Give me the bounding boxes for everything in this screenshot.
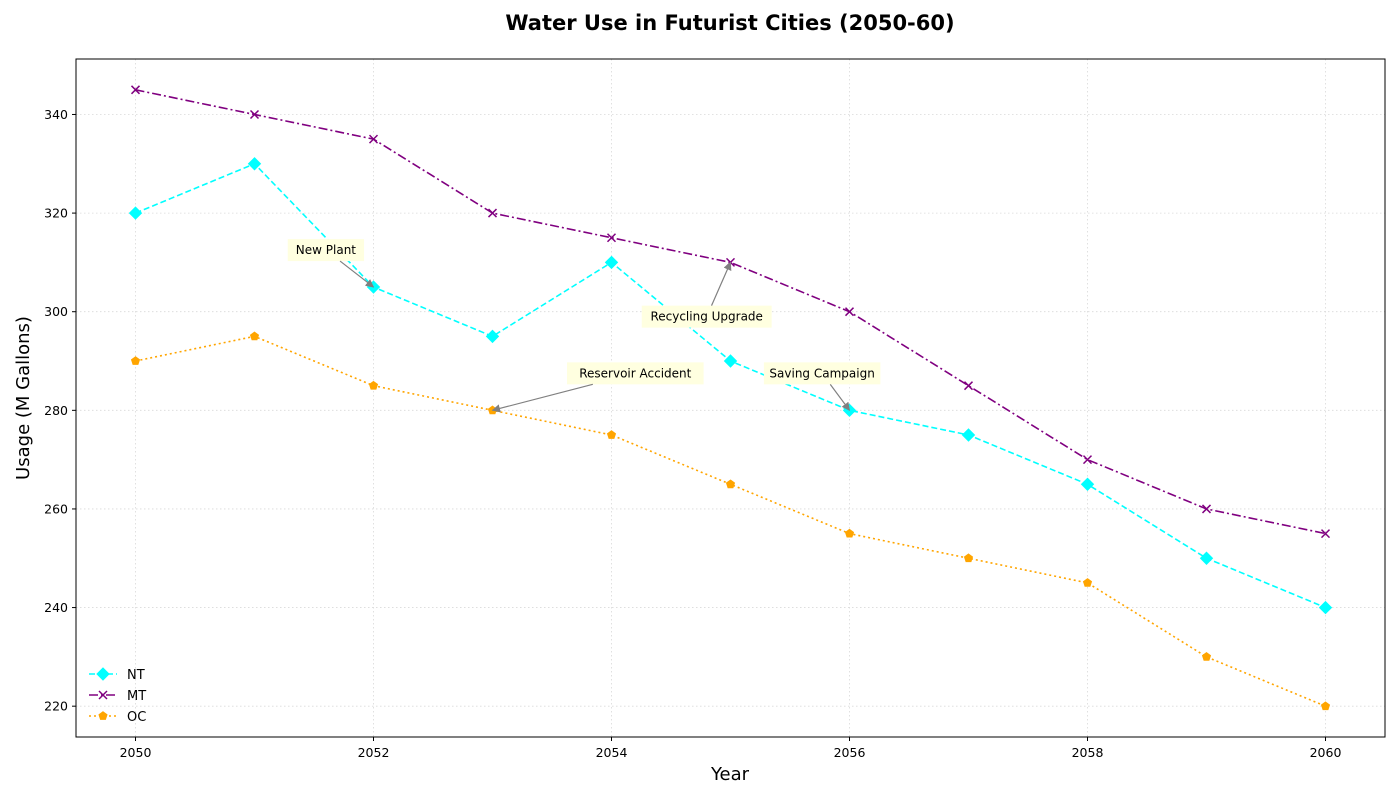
data-point-oc [1320, 701, 1331, 711]
x-tick-label: 2050 [120, 745, 152, 760]
data-point-nt [1318, 600, 1333, 615]
data-point-mt [1201, 504, 1212, 514]
data-point-nt [1080, 477, 1095, 491]
annotation-arrow [339, 260, 375, 288]
legend-label: NT [127, 668, 145, 683]
annotation: Saving Campaign [763, 362, 881, 412]
y-tick-label: 320 [44, 206, 68, 221]
annotation-box [641, 305, 772, 328]
legend-marker [98, 690, 108, 700]
annotation-layer: New Plant Recycling Upgrade Reservoir Acci… [287, 239, 881, 413]
data-point-mt [963, 381, 974, 391]
data-point-nt [961, 428, 976, 442]
y-axis-label: Usage (M Gallons) [13, 316, 34, 480]
x-tick-label: 2056 [834, 745, 866, 760]
y-tick-label: 340 [44, 107, 68, 122]
data-point-mt [487, 208, 498, 218]
annotation-box [567, 362, 704, 385]
legend-item-oc: OC [89, 710, 146, 725]
annotation-text: Reservoir Accident [579, 366, 691, 380]
plot-frame [75, 58, 1386, 738]
data-point-oc [606, 430, 617, 439]
y-tick-label: 300 [44, 304, 68, 319]
data-point-nt [247, 157, 262, 171]
data-point-nt [128, 206, 143, 220]
legend: NT MT OC [89, 667, 146, 725]
series-layer [128, 85, 1333, 711]
y-tick-label: 220 [44, 699, 68, 714]
series-line-nt [135, 162, 1326, 609]
data-point-nt [604, 255, 619, 270]
legend-label: MT [127, 689, 146, 704]
series-mt [130, 85, 1331, 539]
data-point-oc [725, 479, 736, 489]
legend-item-nt: NT [89, 667, 145, 683]
annotation-text: Recycling Upgrade [650, 310, 763, 324]
series-nt [128, 157, 1333, 615]
annotation-box [763, 362, 881, 385]
x-tick-label: 2058 [1072, 745, 1104, 760]
x-axis-label: Year [710, 764, 750, 785]
data-point-nt [1199, 551, 1214, 565]
y-tick-label: 260 [44, 501, 68, 516]
data-point-oc [1082, 578, 1093, 587]
data-point-mt [606, 233, 617, 243]
annotation: New Plant [287, 239, 375, 288]
series-line-oc [135, 335, 1326, 707]
annotation-text: Saving Campaign [769, 366, 874, 380]
data-point-oc [963, 553, 974, 563]
legend-label: OC [127, 710, 146, 725]
x-tick-label: 2060 [1310, 745, 1342, 760]
data-point-oc [1201, 652, 1212, 661]
annotation-arrow [829, 383, 850, 412]
legend-item-mt: MT [89, 689, 146, 704]
data-point-mt [844, 307, 855, 317]
annotation-arrow [710, 261, 732, 306]
annotation-text: New Plant [296, 243, 357, 257]
data-point-nt [723, 354, 738, 368]
data-point-nt [485, 329, 500, 344]
data-point-mt [1320, 529, 1331, 539]
axis-ticks: 2050 2052 2054 2056 2058 2060 220 240 260 280 300 3… [44, 107, 1341, 760]
x-tick-label: 2052 [358, 745, 390, 760]
series-line-mt [135, 89, 1326, 535]
annotation-box [287, 239, 365, 262]
legend-marker [98, 711, 108, 720]
legend-marker [96, 667, 110, 681]
annotation: Reservoir Accident [491, 362, 704, 413]
y-tick-label: 240 [44, 600, 68, 615]
data-point-oc [368, 380, 379, 390]
chart-title: Water Use in Futurist Cities (2050-60) [505, 11, 954, 35]
data-point-oc [249, 331, 260, 341]
data-point-mt [1082, 455, 1093, 465]
annotation: Recycling Upgrade [641, 261, 772, 328]
data-point-mt [130, 85, 141, 95]
data-point-mt [249, 109, 260, 120]
data-point-oc [844, 528, 855, 538]
series-oc [130, 331, 1331, 711]
y-tick-label: 280 [44, 403, 68, 418]
x-tick-label: 2054 [596, 745, 628, 760]
grid [76, 59, 1385, 737]
annotation-arrow [491, 383, 593, 413]
data-point-mt [368, 134, 379, 144]
data-point-oc [130, 356, 141, 365]
